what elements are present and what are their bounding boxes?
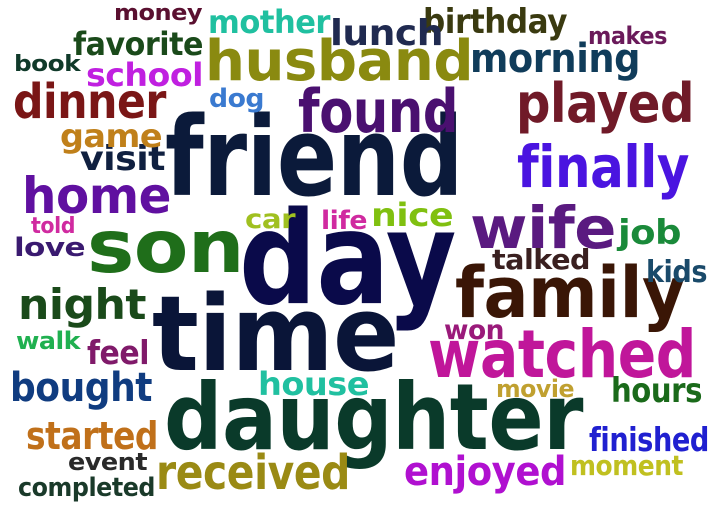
word-husband: husband: [205, 29, 474, 94]
word-day: day: [239, 185, 456, 334]
word-favorite: favorite: [73, 25, 203, 63]
word-moment: moment: [570, 449, 683, 482]
word-life: life: [321, 206, 368, 236]
word-found: found: [298, 77, 458, 147]
word-played: played: [516, 72, 694, 135]
word-finished: finished: [589, 420, 709, 459]
word-feel: feel: [87, 333, 149, 372]
word-enjoyed: enjoyed: [404, 449, 566, 495]
word-talked: talked: [492, 243, 591, 276]
word-daughter: daughter: [164, 364, 583, 471]
word-received: received: [156, 445, 350, 501]
word-wife: wife: [470, 194, 617, 262]
word-movie: movie: [496, 375, 574, 403]
word-event: event: [68, 448, 148, 476]
word-love: love: [14, 233, 86, 263]
word-finally: finally: [517, 133, 689, 201]
word-family: family: [455, 252, 685, 334]
word-kids: kids: [646, 255, 707, 290]
word-son: son: [87, 205, 245, 290]
word-completed: completed: [18, 473, 155, 503]
word-nice: nice: [371, 196, 454, 234]
word-lunch: lunch: [330, 13, 444, 54]
word-school: school: [86, 56, 204, 94]
word-told: told: [31, 214, 75, 239]
word-car: car: [245, 204, 296, 235]
word-walk: walk: [16, 327, 81, 355]
word-won: won: [444, 315, 504, 346]
word-money: money: [114, 1, 203, 26]
word-friend: friend: [165, 93, 463, 221]
word-mother: mother: [208, 3, 330, 41]
word-dinner: dinner: [13, 74, 166, 130]
word-bought: bought: [10, 365, 152, 411]
word-visit: visit: [80, 139, 166, 179]
word-morning: morning: [470, 36, 640, 82]
word-home: home: [22, 167, 171, 225]
word-makes: makes: [588, 22, 667, 50]
word-game: game: [60, 117, 163, 155]
word-watched: watched: [428, 316, 696, 393]
word-night: night: [18, 280, 147, 329]
word-book: book: [14, 52, 81, 77]
word-job: job: [618, 213, 682, 253]
word-time: time: [152, 273, 399, 395]
word-birthday: birthday: [423, 2, 567, 42]
word-dog: dog: [209, 84, 265, 114]
word-started: started: [26, 414, 158, 458]
word-hours: hours: [611, 371, 702, 411]
word-house: house: [258, 365, 370, 403]
